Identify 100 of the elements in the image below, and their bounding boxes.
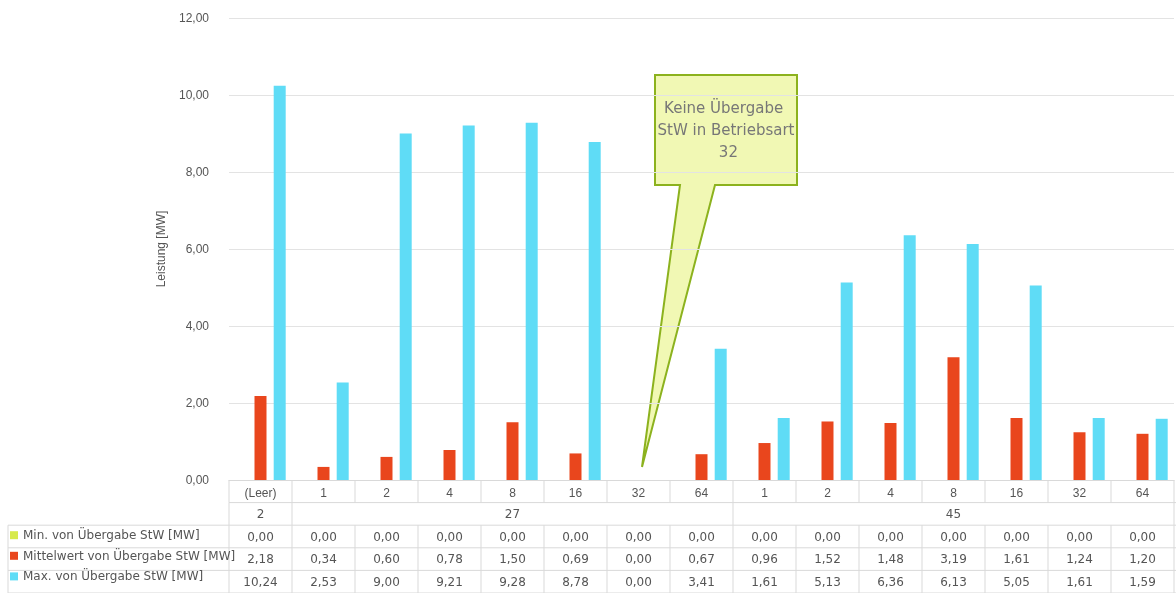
bar xyxy=(903,235,916,480)
data-label: 2,53 xyxy=(310,574,337,589)
data-label: 0,00 xyxy=(373,529,400,544)
y-tick-label: 4,00 xyxy=(185,319,210,333)
x-tick-label: 8 xyxy=(950,486,958,500)
bar xyxy=(569,453,582,480)
x-tick-label: 32 xyxy=(1072,486,1087,500)
bar xyxy=(758,443,771,480)
text: 45 xyxy=(945,506,962,521)
y-tick-label: 2,00 xyxy=(185,396,210,410)
annotation: Keine Übergabe StW in Betriebsart 32 xyxy=(657,98,795,161)
x-tick-label: 1 xyxy=(761,486,769,500)
x-tick-label: 32 xyxy=(631,486,646,500)
data-label: 9,00 xyxy=(373,574,400,589)
bar xyxy=(821,421,834,480)
bar xyxy=(1136,433,1149,480)
bar xyxy=(1155,418,1168,480)
y-tick-label: 12,00 xyxy=(178,11,210,25)
data-label: 0,00 xyxy=(751,529,778,544)
data-label: 1,61 xyxy=(1003,552,1030,567)
x-tick-label: 64 xyxy=(1135,486,1150,500)
y-tick-label: 8,00 xyxy=(185,165,210,179)
data-label: 8,78 xyxy=(562,574,589,589)
bar xyxy=(777,418,790,480)
y-axis-title: Leistung [MW] xyxy=(154,210,168,288)
bar xyxy=(336,382,349,480)
x-tick-label: 2 xyxy=(824,486,832,500)
x-tick-label: 4 xyxy=(887,486,895,500)
bar xyxy=(588,141,601,480)
data-label: 5,13 xyxy=(814,574,841,589)
bar xyxy=(273,85,286,480)
data-label: 0,78 xyxy=(436,552,463,567)
bar xyxy=(254,396,267,480)
data-label: 3,41 xyxy=(688,574,715,589)
data-label: 1,59 xyxy=(1129,574,1156,589)
x-tick-label: 2 xyxy=(383,486,391,500)
data-label: 0,00 xyxy=(499,529,526,544)
bar xyxy=(1092,418,1105,480)
data-label: 0,00 xyxy=(625,574,652,589)
data-label: 0,34 xyxy=(310,552,337,567)
bar xyxy=(966,244,979,480)
data-label: 0,96 xyxy=(751,552,778,567)
data-label: 1,48 xyxy=(877,552,904,567)
bar xyxy=(947,357,960,480)
bar xyxy=(1010,418,1023,480)
x-tick-label: 16 xyxy=(568,486,583,500)
data-label: 0,00 xyxy=(1066,529,1093,544)
data-label: 0,69 xyxy=(562,552,589,567)
data-label: 1,52 xyxy=(814,552,841,567)
text: 2 xyxy=(256,506,265,521)
bar xyxy=(443,449,456,480)
x-tick-label: 1 xyxy=(320,486,328,500)
data-label: 0,00 xyxy=(310,529,337,544)
data-label: 0,00 xyxy=(940,529,967,544)
legend-label: Min. von Übergabe StW [MW] xyxy=(23,526,200,543)
data-label: 0,00 xyxy=(436,529,463,544)
data-label: 6,36 xyxy=(877,574,904,589)
bar xyxy=(462,125,475,480)
data-label: 0,00 xyxy=(814,529,841,544)
bar xyxy=(714,348,727,480)
data-label: 3,19 xyxy=(940,552,967,567)
x-tick-label: 4 xyxy=(446,486,454,500)
data-label: 5,05 xyxy=(1003,574,1030,589)
bar xyxy=(525,122,538,480)
bar xyxy=(317,466,330,480)
data-label: 0,00 xyxy=(562,529,589,544)
bar xyxy=(1073,432,1086,480)
data-label: 0,00 xyxy=(625,529,652,544)
data-label: 0,00 xyxy=(1129,529,1156,544)
bar xyxy=(506,422,519,480)
x-tick-label: 16 xyxy=(1009,486,1024,500)
data-label: 0,00 xyxy=(877,529,904,544)
bar xyxy=(380,456,393,480)
data-label: 2,18 xyxy=(247,552,274,567)
data-label: 1,61 xyxy=(751,574,778,589)
bar xyxy=(695,454,708,480)
data-label: 6,13 xyxy=(940,574,967,589)
data-label: 0,60 xyxy=(373,552,400,567)
data-label: 1,20 xyxy=(1129,552,1156,567)
data-label: 0,00 xyxy=(625,552,652,567)
data-label: 1,50 xyxy=(499,552,526,567)
bar xyxy=(884,423,897,480)
y-tick-label: 0,00 xyxy=(185,473,210,487)
bar xyxy=(840,282,853,480)
data-label: 0,00 xyxy=(1003,529,1030,544)
x-tick-label: 8 xyxy=(509,486,517,500)
y-tick-label: 10,00 xyxy=(178,88,210,102)
legend-label: Mittelwert von Übergabe StW [MW] xyxy=(23,546,236,563)
data-label: 1,61 xyxy=(1066,574,1093,589)
data-label: 9,21 xyxy=(436,574,463,589)
data-label: 9,28 xyxy=(499,574,526,589)
x-tick-label: (Leer) xyxy=(244,486,277,500)
data-label: 0,00 xyxy=(688,529,715,544)
text: 27 xyxy=(504,506,521,521)
data-label: 0,67 xyxy=(688,552,715,567)
bar xyxy=(1029,285,1042,480)
legend-label: Max. von Übergabe StW [MW] xyxy=(23,567,204,584)
data-label: 10,24 xyxy=(243,574,278,589)
data-label: 0,00 xyxy=(247,529,274,544)
y-tick-label: 6,00 xyxy=(185,242,210,256)
